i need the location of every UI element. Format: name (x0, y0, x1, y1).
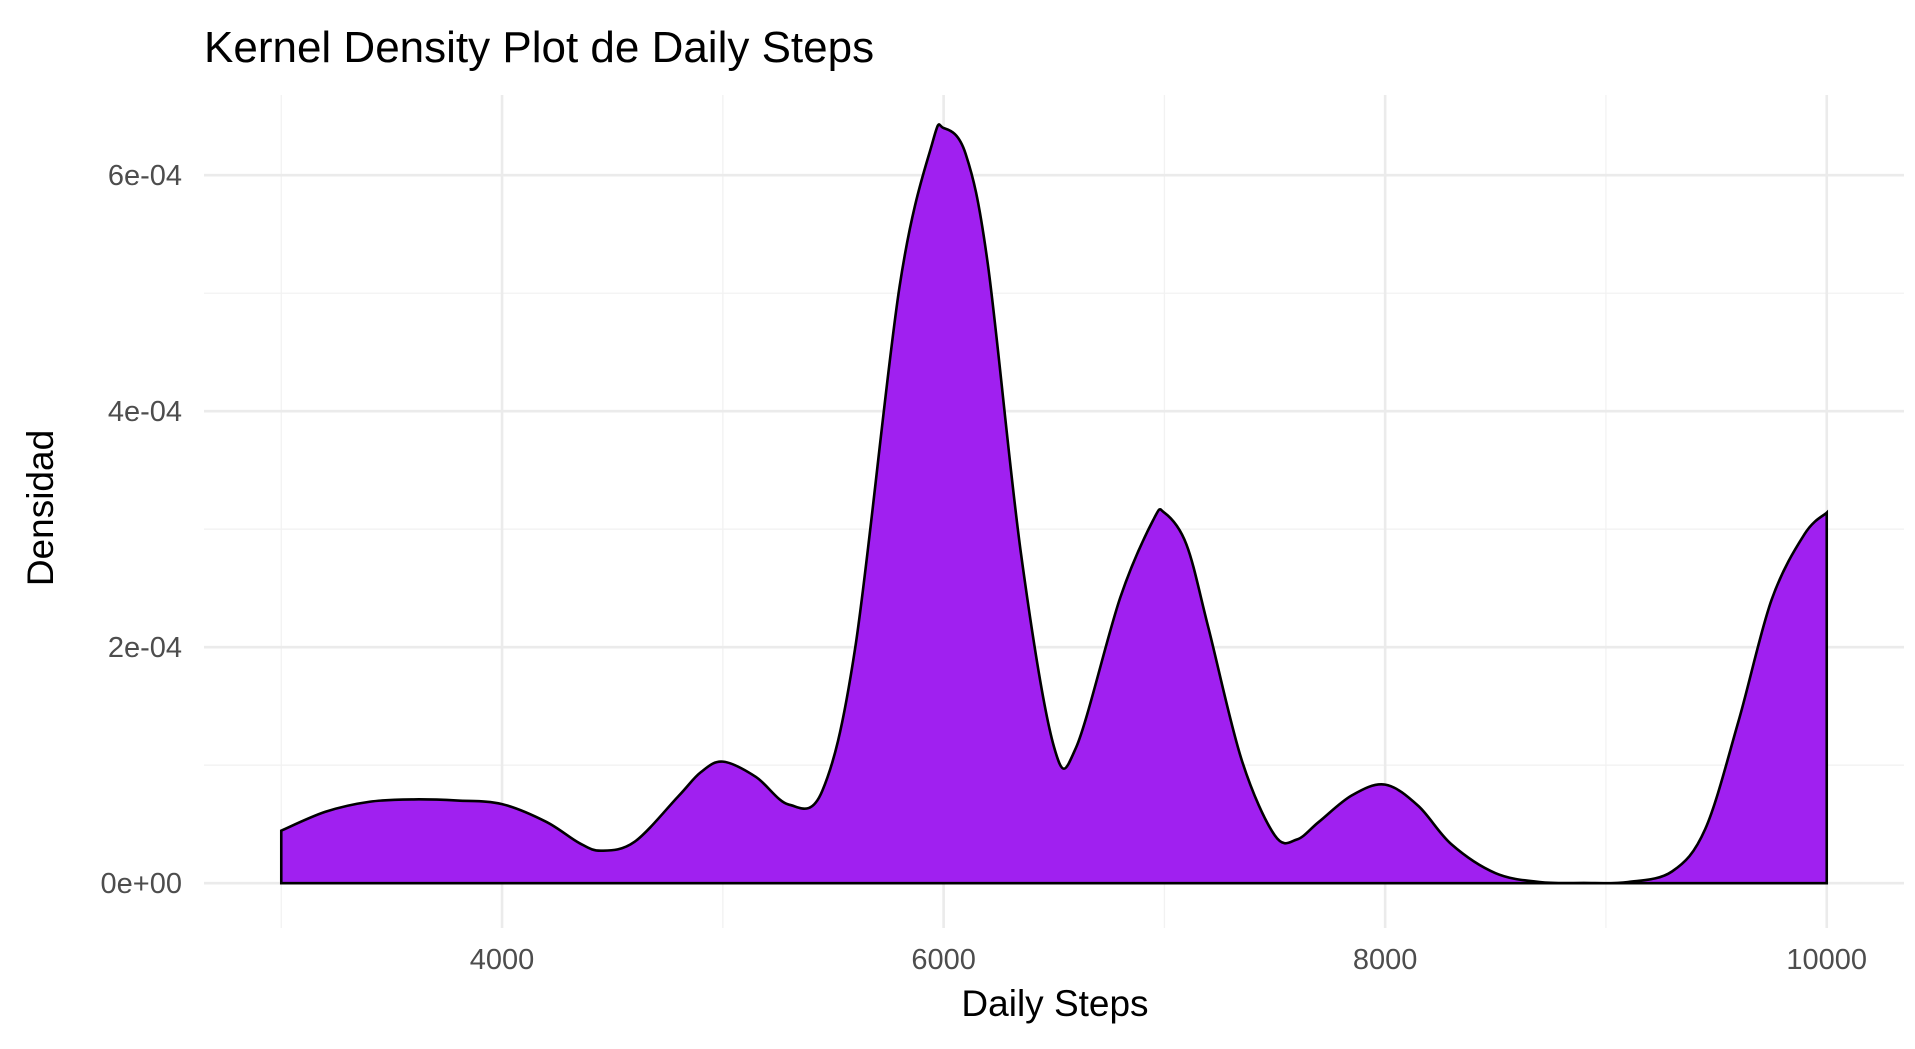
x-axis-title: Daily Steps (961, 983, 1148, 1024)
y-tick-label: 0e+00 (101, 868, 182, 900)
density-area (279, 123, 1829, 885)
x-tick-label: 8000 (1353, 944, 1418, 976)
plot-area (204, 95, 1904, 928)
y-axis-tick-labels: 0e+00 2e-04 4e-04 6e-04 (101, 160, 182, 900)
x-tick-label: 6000 (911, 944, 976, 976)
y-tick-label: 4e-04 (108, 396, 182, 428)
y-tick-label: 2e-04 (108, 632, 182, 664)
y-axis-title: Densidad (20, 430, 61, 586)
x-axis-tick-labels: 4000 6000 8000 10000 (470, 944, 1867, 976)
x-tick-label: 10000 (1786, 944, 1867, 976)
y-tick-label: 6e-04 (108, 160, 182, 192)
chart-title: Kernel Density Plot de Daily Steps (204, 23, 874, 72)
x-tick-label: 4000 (470, 944, 535, 976)
